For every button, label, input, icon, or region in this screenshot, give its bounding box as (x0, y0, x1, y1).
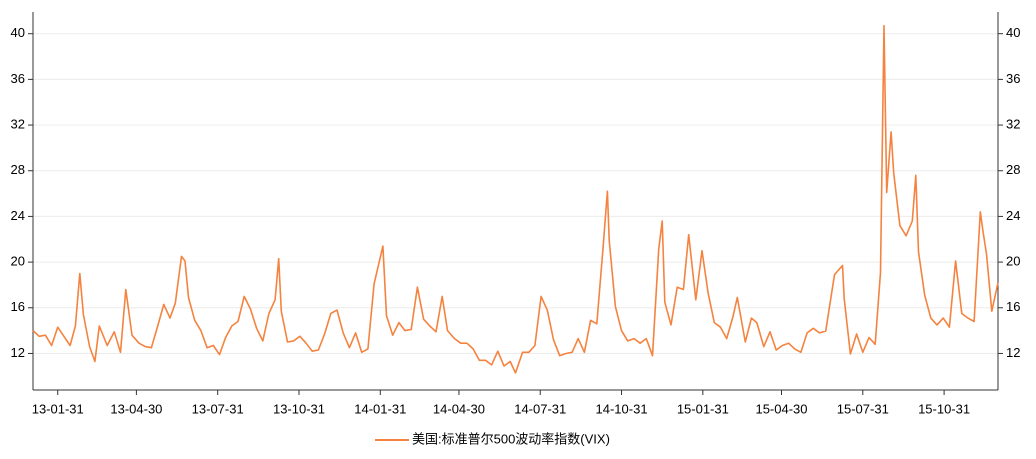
x-tick-label: 14-10-31 (596, 401, 648, 416)
series-line (32, 24, 999, 374)
y2-tick-label: 36 (1006, 71, 1020, 86)
y-tick-label: 40 (11, 25, 25, 40)
x-tick-label: 15-01-31 (677, 401, 729, 416)
y-tick-label: 36 (11, 71, 25, 86)
y2-tick-label: 20 (1006, 254, 1020, 269)
y2-tick-label: 12 (1006, 345, 1020, 360)
x-tick-label: 14-01-31 (354, 401, 406, 416)
legend-label: 美国:标准普尔500波动率指数(VIX) (412, 431, 610, 446)
x-tick-label: 13-07-31 (192, 401, 244, 416)
y-tick-label: 28 (11, 162, 25, 177)
x-tick-label: 13-04-30 (110, 401, 162, 416)
y-tick-label: 24 (11, 208, 25, 223)
x-tick-label: 14-07-31 (514, 401, 566, 416)
y2-tick-label: 40 (1006, 25, 1020, 40)
x-tick-label: 15-07-31 (837, 401, 889, 416)
y-tick-label: 12 (11, 345, 25, 360)
x-tick-label: 15-04-30 (755, 401, 807, 416)
x-tick-label: 15-10-31 (918, 401, 970, 416)
y-tick-label: 32 (11, 116, 25, 131)
x-tick-label: 13-01-31 (32, 401, 84, 416)
y2-tick-label: 32 (1006, 116, 1020, 131)
y2-tick-label: 24 (1006, 208, 1020, 223)
y2-tick-label: 16 (1006, 299, 1020, 314)
y-tick-label: 20 (11, 254, 25, 269)
y-tick-label: 16 (11, 299, 25, 314)
y2-tick-label: 28 (1006, 162, 1020, 177)
x-tick-label: 14-04-30 (433, 401, 485, 416)
x-tick-label: 13-10-31 (273, 401, 325, 416)
